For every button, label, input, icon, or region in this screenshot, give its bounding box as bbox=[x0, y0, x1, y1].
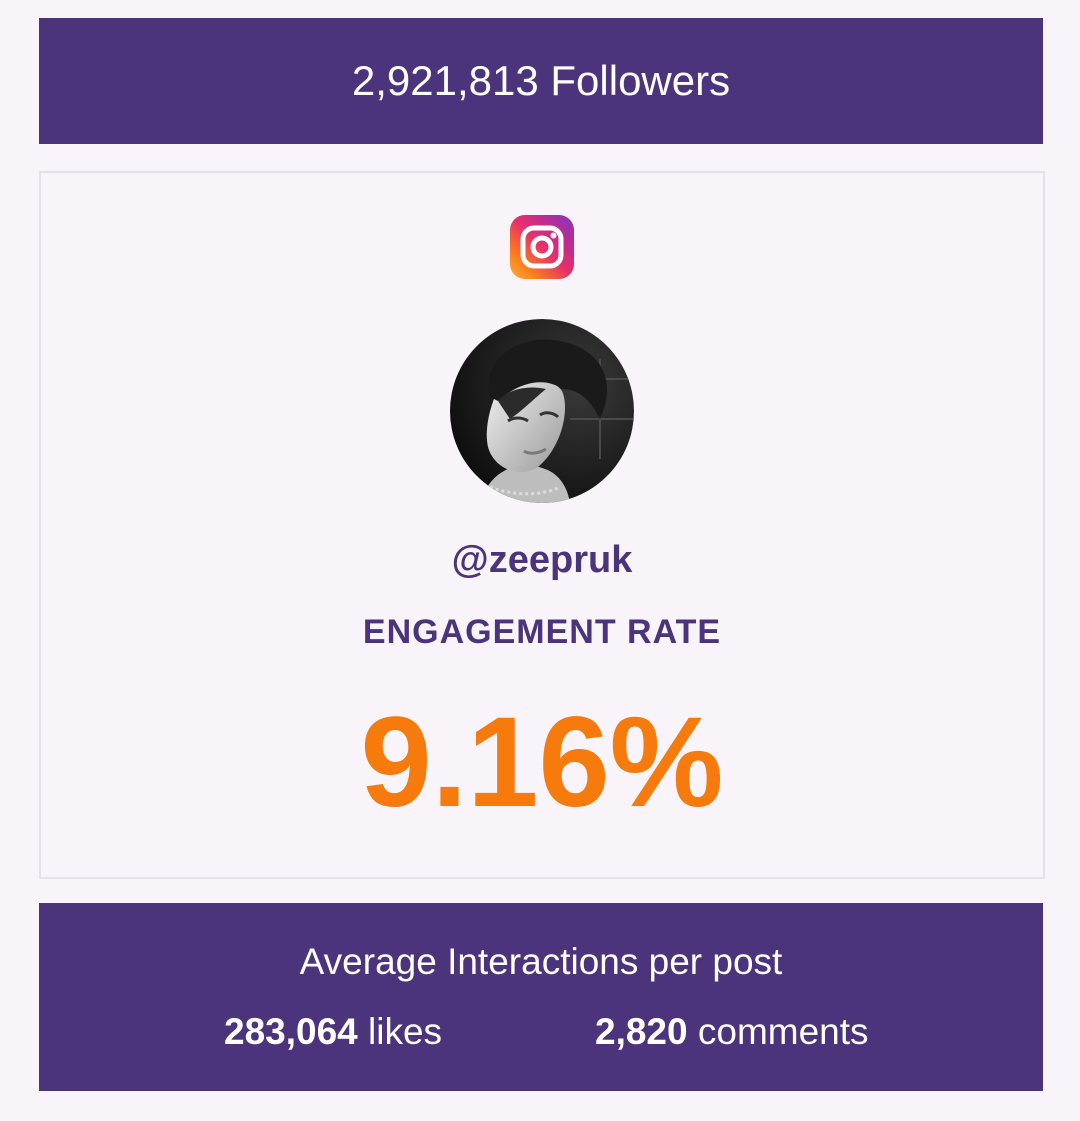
instagram-icon bbox=[510, 215, 574, 279]
engagement-rate-label: ENGAGEMENT RATE bbox=[362, 613, 722, 651]
profile-handle[interactable]: @zeepruk bbox=[451, 539, 633, 581]
followers-banner: 2,921,813 Followers bbox=[39, 18, 1043, 144]
comments-label: comments bbox=[697, 1011, 869, 1052]
profile-avatar bbox=[450, 319, 634, 503]
engagement-rate-value: 9.16% bbox=[360, 691, 724, 834]
likes-stat: 283,064 likes bbox=[224, 1011, 442, 1053]
interactions-panel: Average Interactions per post 283,064 li… bbox=[39, 903, 1043, 1091]
interactions-title: Average Interactions per post bbox=[299, 941, 783, 982]
likes-label: likes bbox=[368, 1011, 443, 1052]
followers-count: 2,921,813 Followers bbox=[351, 57, 731, 104]
comments-value: 2,820 bbox=[595, 1011, 688, 1052]
comments-stat: 2,820 comments bbox=[595, 1011, 869, 1053]
engagement-card: @zeepruk ENGAGEMENT RATE 9.16% bbox=[39, 171, 1045, 879]
likes-value: 283,064 bbox=[224, 1011, 358, 1052]
